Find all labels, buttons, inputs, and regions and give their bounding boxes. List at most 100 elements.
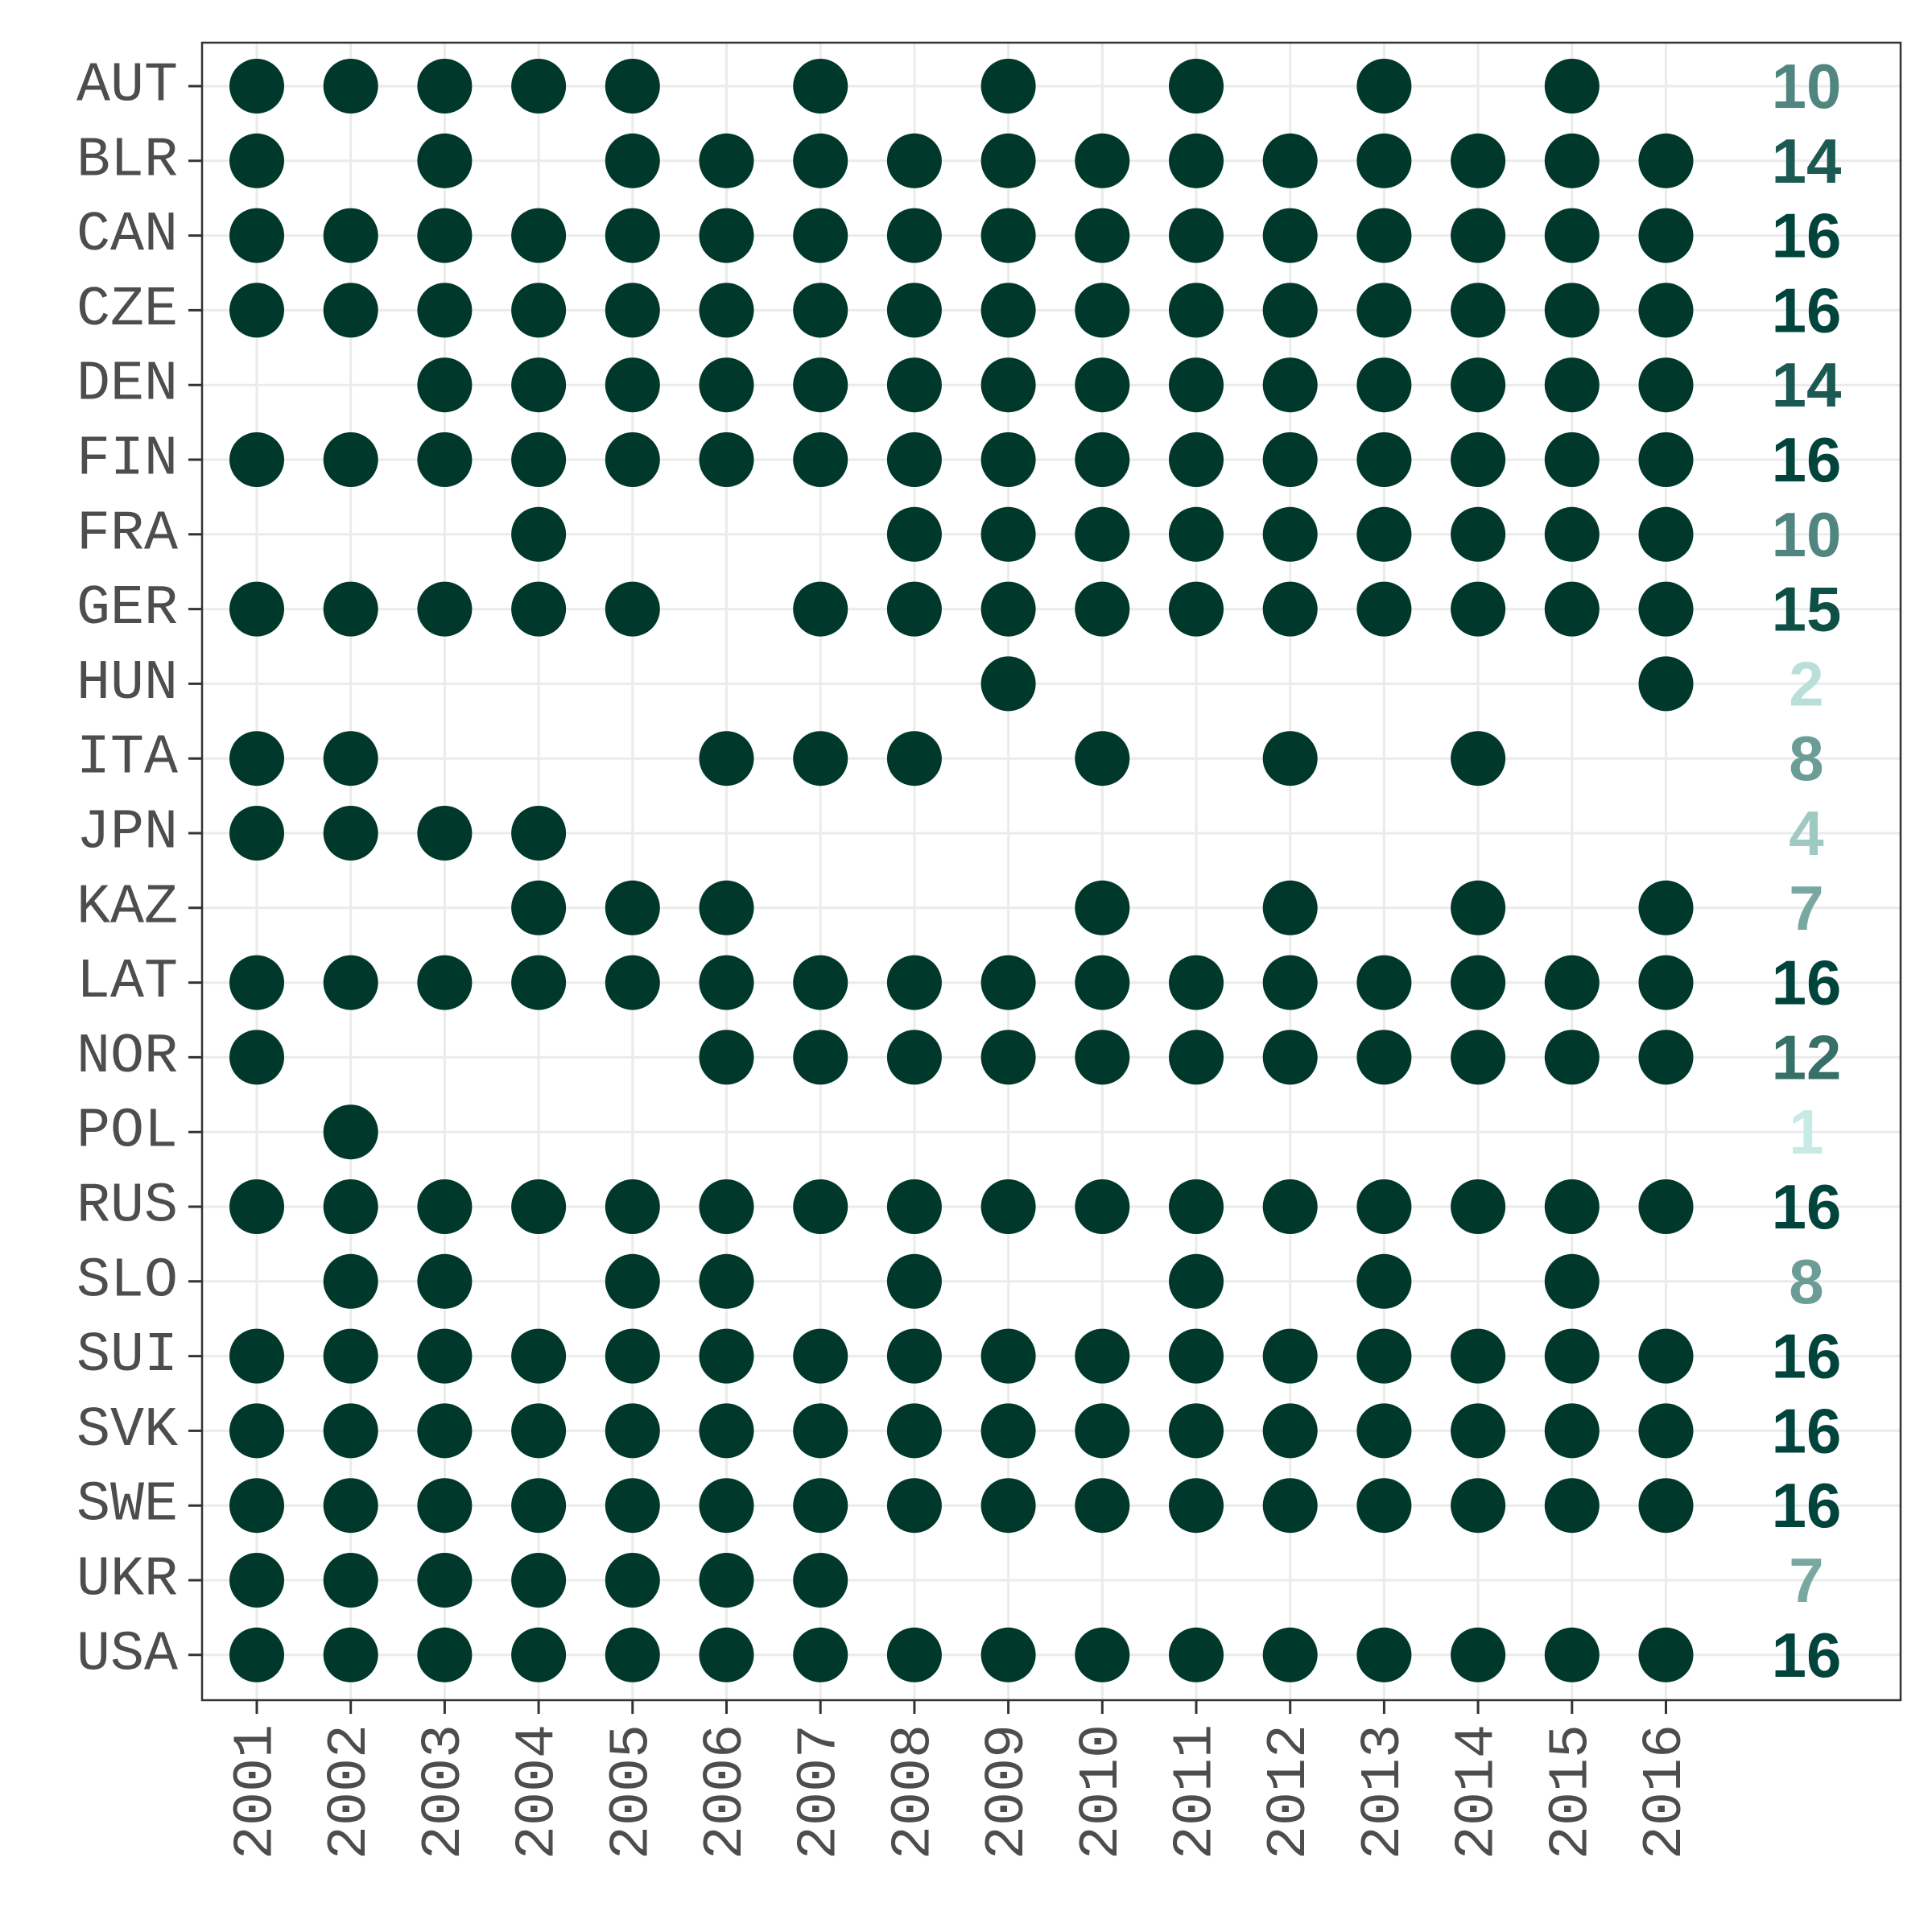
data-point-jpn-2004 xyxy=(511,806,567,861)
data-point-rus-2008 xyxy=(886,1179,942,1234)
data-point-can-2008 xyxy=(886,208,942,263)
data-point-nor-2015 xyxy=(1544,1030,1600,1085)
data-point-aut-2005 xyxy=(605,59,660,114)
data-point-lat-2015 xyxy=(1544,955,1600,1010)
data-point-usa-2014 xyxy=(1451,1627,1506,1682)
data-point-cze-2006 xyxy=(699,283,754,338)
data-point-can-2006 xyxy=(699,208,754,263)
data-point-kaz-2010 xyxy=(1075,880,1130,935)
data-point-blr-2005 xyxy=(605,133,660,188)
data-point-kaz-2004 xyxy=(511,880,567,935)
data-point-swe-2004 xyxy=(511,1478,567,1534)
data-point-ita-2012 xyxy=(1262,731,1318,786)
data-point-ger-2012 xyxy=(1262,581,1318,637)
data-point-ita-2010 xyxy=(1075,731,1130,786)
data-point-fin-2015 xyxy=(1544,432,1600,487)
data-point-nor-2006 xyxy=(699,1030,754,1085)
data-point-ita-2002 xyxy=(323,731,378,786)
y-tick-label-can: CAN xyxy=(76,204,178,267)
data-point-lat-2007 xyxy=(793,955,848,1010)
data-point-usa-2004 xyxy=(511,1627,567,1682)
data-point-nor-2014 xyxy=(1451,1030,1506,1085)
y-tick-label-blr: BLR xyxy=(76,129,178,192)
data-point-fra-2016 xyxy=(1638,506,1694,562)
data-point-rus-2012 xyxy=(1262,1179,1318,1234)
data-point-lat-2010 xyxy=(1075,955,1130,1010)
data-point-cze-2012 xyxy=(1262,283,1318,338)
data-point-slo-2002 xyxy=(323,1253,378,1309)
data-point-nor-2007 xyxy=(793,1030,848,1085)
x-tick-label-2010: 2010 xyxy=(1071,1724,1134,1860)
data-point-can-2007 xyxy=(793,208,848,263)
x-tick-label-2007: 2007 xyxy=(789,1724,852,1860)
y-tick-label-pol: POL xyxy=(76,1100,178,1164)
x-tick-label-2003: 2003 xyxy=(413,1724,477,1860)
data-point-slo-2008 xyxy=(886,1253,942,1309)
data-point-usa-2010 xyxy=(1075,1627,1130,1682)
data-point-aut-2015 xyxy=(1544,59,1600,114)
data-point-kaz-2012 xyxy=(1262,880,1318,935)
data-point-ger-2005 xyxy=(605,581,660,637)
data-point-nor-2013 xyxy=(1356,1030,1412,1085)
data-point-sui-2007 xyxy=(793,1328,848,1384)
data-point-sui-2001 xyxy=(229,1328,284,1384)
y-tick-label-rus: RUS xyxy=(76,1175,178,1239)
data-point-rus-2013 xyxy=(1356,1179,1412,1234)
data-point-ger-2009 xyxy=(980,581,1036,637)
data-point-rus-2003 xyxy=(417,1179,473,1234)
data-point-nor-2010 xyxy=(1075,1030,1130,1085)
data-point-sui-2004 xyxy=(511,1328,567,1384)
count-label-nor: 12 xyxy=(1772,1022,1842,1092)
data-point-swe-2014 xyxy=(1451,1478,1506,1534)
data-point-blr-2001 xyxy=(229,133,284,188)
y-tick-label-cze: CZE xyxy=(76,279,178,342)
data-point-hun-2009 xyxy=(980,656,1036,712)
data-point-fin-2009 xyxy=(980,432,1036,487)
data-point-fin-2011 xyxy=(1169,432,1224,487)
data-point-sui-2008 xyxy=(886,1328,942,1384)
x-tick-label-2012: 2012 xyxy=(1258,1724,1322,1860)
y-tick-label-nor: NOR xyxy=(76,1026,178,1089)
data-point-sui-2011 xyxy=(1169,1328,1224,1384)
data-point-ukr-2001 xyxy=(229,1553,284,1608)
data-point-slo-2013 xyxy=(1356,1253,1412,1309)
data-point-jpn-2003 xyxy=(417,806,473,861)
count-label-fra: 10 xyxy=(1772,499,1842,570)
data-point-svk-2011 xyxy=(1169,1403,1224,1459)
data-point-svk-2003 xyxy=(417,1403,473,1459)
data-point-kaz-2006 xyxy=(699,880,754,935)
data-point-svk-2015 xyxy=(1544,1403,1600,1459)
data-point-can-2009 xyxy=(980,208,1036,263)
data-point-svk-2006 xyxy=(699,1403,754,1459)
x-tick-label-2005: 2005 xyxy=(601,1724,664,1860)
data-point-can-2015 xyxy=(1544,208,1600,263)
data-point-rus-2011 xyxy=(1169,1179,1224,1234)
data-point-usa-2003 xyxy=(417,1627,473,1682)
x-axis: 2001 2002 2003 2004 2005 2006 2007 2008 2009 2010… xyxy=(225,1700,1698,1860)
count-label-can: 16 xyxy=(1772,200,1842,271)
y-tick-label-swe: SWE xyxy=(76,1474,178,1538)
data-point-aut-2009 xyxy=(980,59,1036,114)
data-point-aut-2003 xyxy=(417,59,473,114)
data-point-fra-2012 xyxy=(1262,506,1318,562)
count-label-ita: 8 xyxy=(1789,723,1823,794)
data-point-aut-2011 xyxy=(1169,59,1224,114)
data-point-swe-2012 xyxy=(1262,1478,1318,1534)
x-tick-label-2008: 2008 xyxy=(882,1724,946,1860)
data-point-rus-2014 xyxy=(1451,1179,1506,1234)
data-point-fin-2016 xyxy=(1638,432,1694,487)
x-tick-label-2013: 2013 xyxy=(1352,1724,1416,1860)
data-point-sui-2010 xyxy=(1075,1328,1130,1384)
data-point-ger-2001 xyxy=(229,581,284,637)
data-point-lat-2009 xyxy=(980,955,1036,1010)
data-point-ger-2007 xyxy=(793,581,848,637)
data-point-rus-2007 xyxy=(793,1179,848,1234)
data-point-slo-2011 xyxy=(1169,1253,1224,1309)
data-point-svk-2016 xyxy=(1638,1403,1694,1459)
data-point-can-2013 xyxy=(1356,208,1412,263)
data-point-swe-2006 xyxy=(699,1478,754,1534)
data-point-blr-2014 xyxy=(1451,133,1506,188)
data-point-fin-2014 xyxy=(1451,432,1506,487)
y-tick-label-ger: GER xyxy=(76,577,178,641)
count-label-den: 14 xyxy=(1772,349,1842,420)
